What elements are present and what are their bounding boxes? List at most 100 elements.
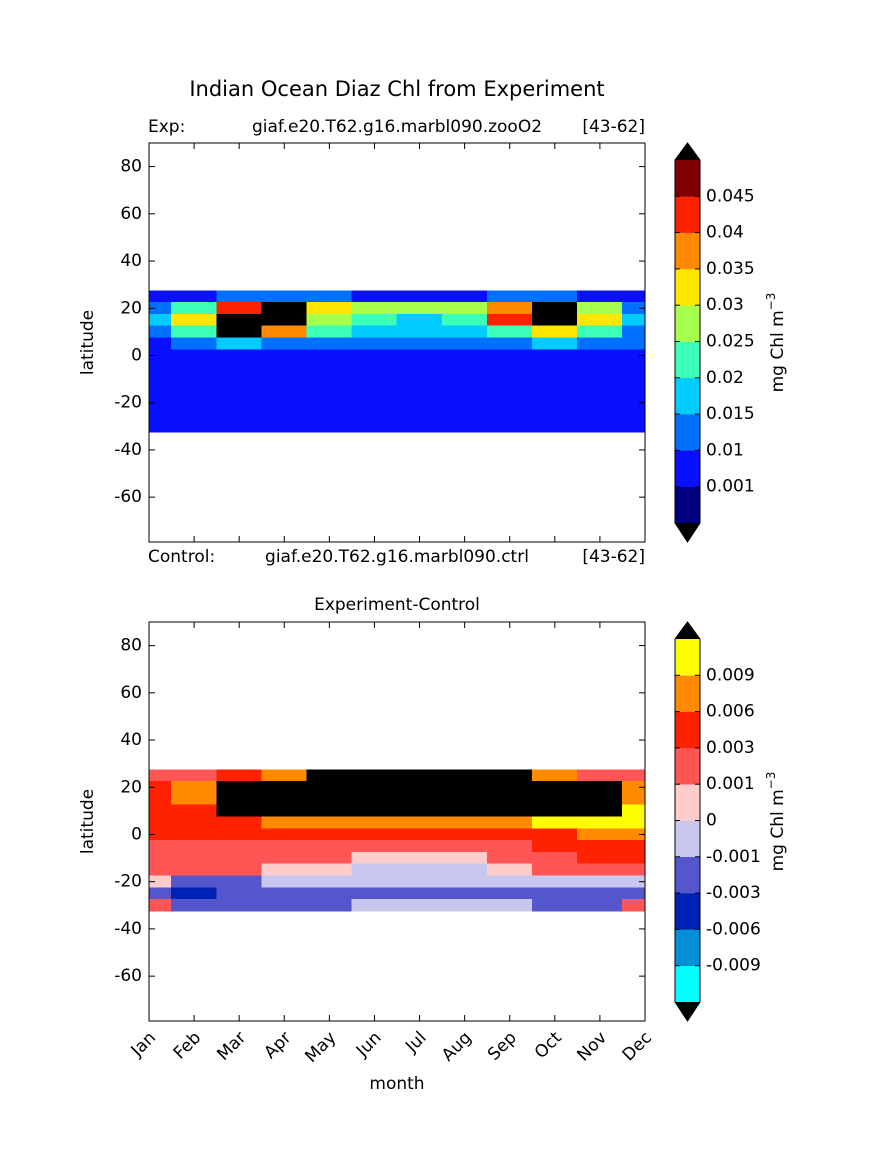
contour-cell: [261, 828, 308, 841]
contour-cell: [486, 337, 533, 350]
colorbar-box: [674, 268, 701, 306]
contour-cell: [351, 816, 398, 829]
contour-cell: [441, 863, 488, 877]
contour-cell: [441, 769, 488, 782]
contour-cell: [531, 840, 578, 853]
contour-cell: [396, 302, 443, 315]
contour-cell: [171, 349, 217, 362]
contour-cell: [396, 408, 443, 421]
exp-years: [43-62]: [582, 117, 645, 137]
contour-cell: [171, 372, 217, 386]
colorbar-box: [674, 159, 701, 197]
contour-cell: [396, 313, 443, 327]
contour-cell: [486, 325, 533, 339]
contour-cell: [216, 290, 263, 303]
colorbar-tick-label: 0.045: [706, 186, 755, 206]
colorbar-tick-label: 0.001: [706, 774, 755, 794]
colorbar-box: [674, 892, 701, 930]
contour-cell: [306, 816, 353, 829]
contour-cell: [351, 420, 398, 433]
contour-cell: [216, 899, 263, 912]
contour-cell: [261, 325, 308, 339]
contour-cell: [216, 313, 263, 327]
contour-cell: [306, 349, 353, 362]
contour-cell: [577, 349, 623, 362]
contour-cell: [486, 302, 533, 315]
contour-cell: [216, 875, 263, 888]
contour-cell: [531, 290, 578, 303]
contour-cell: [441, 290, 488, 303]
contour-cell: [306, 781, 353, 794]
y-tick-label: 0: [131, 824, 142, 844]
contour-cell: [171, 396, 217, 409]
colorbar-label-text: mg Chl m: [768, 789, 788, 871]
contour-cell: [396, 372, 443, 386]
colorbar-over: [675, 143, 700, 160]
contour-cell: [577, 851, 623, 865]
contour-cell: [351, 408, 398, 421]
contour-cell: [441, 792, 488, 806]
contour-field: [149, 290, 645, 433]
colorbar-over: [675, 622, 700, 639]
contour-cell: [486, 313, 533, 327]
contour-cell: [216, 769, 263, 782]
contour-cell: [216, 396, 263, 409]
contour-cell: [261, 851, 308, 865]
contour-cell: [577, 325, 623, 339]
contour-cell: [441, 313, 488, 327]
contour-cell: [306, 325, 353, 339]
contour-cell: [486, 781, 533, 794]
contour-cell: [577, 420, 623, 433]
contour-cell: [531, 408, 578, 421]
colorbar-box: [674, 341, 701, 379]
contour-cell: [531, 325, 578, 339]
contour-cell: [577, 337, 623, 350]
contour-cell: [261, 384, 308, 398]
contour-cell: [351, 851, 398, 865]
contour-cell: [306, 769, 353, 782]
contour-cell: [171, 804, 217, 818]
contour-cell: [441, 396, 488, 409]
y-tick-label: 20: [120, 298, 142, 318]
contour-cell: [577, 384, 623, 398]
figure-title: Indian Ocean Diaz Chl from Experiment: [189, 77, 604, 101]
contour-cell: [441, 851, 488, 865]
contour-cell: [216, 804, 263, 818]
contour-cell: [306, 313, 353, 327]
contour-cell: [306, 302, 353, 315]
contour-cell: [216, 372, 263, 386]
contour-cell: [261, 875, 308, 888]
contour-cell: [351, 792, 398, 806]
colorbar-under: [675, 1002, 700, 1021]
contour-cell: [396, 804, 443, 818]
contour-cell: [306, 863, 353, 877]
colorbar-box: [674, 196, 701, 233]
contour-cell: [531, 337, 578, 350]
contour-cell: [171, 863, 217, 877]
colorbar-box: [674, 711, 701, 749]
contour-cell: [531, 384, 578, 398]
colorbar-box: [674, 929, 701, 966]
contour-cell: [441, 781, 488, 794]
contour-cell: [351, 302, 398, 315]
contour-cell: [531, 816, 578, 829]
contour-cell: [171, 420, 217, 433]
y-tick-label: -40: [114, 919, 142, 939]
contour-cell: [486, 396, 533, 409]
colorbar-box: [674, 450, 701, 487]
contour-cell: [396, 887, 443, 900]
contour-cell: [486, 899, 533, 912]
contour-cell: [577, 828, 623, 841]
contour-cell: [216, 384, 263, 398]
contour-cell: [216, 325, 263, 339]
contour-cell: [351, 290, 398, 303]
contour-cell: [396, 781, 443, 794]
contour-cell: [261, 816, 308, 829]
y-tick-label: 0: [131, 345, 142, 365]
colorbar-outline: [674, 142, 701, 543]
contour-cell: [216, 792, 263, 806]
y-tick-label: 60: [120, 683, 142, 703]
contour-cell: [171, 408, 217, 421]
contour-cell: [216, 828, 263, 841]
